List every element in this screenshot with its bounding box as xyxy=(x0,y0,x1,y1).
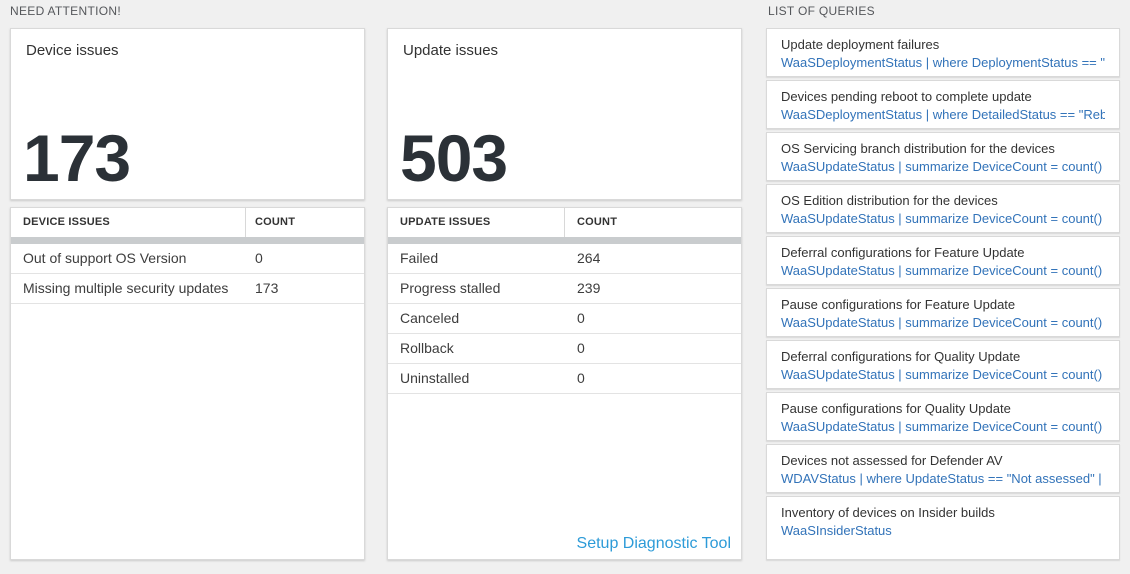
query-list-item[interactable]: Inventory of devices on Insider builds W… xyxy=(766,496,1120,560)
update-issues-title: Update issues xyxy=(403,42,499,59)
issue-count: 264 xyxy=(577,250,601,266)
device-issues-table-card: DEVICE ISSUES COUNT Out of support OS Ve… xyxy=(10,207,365,560)
issue-count: 0 xyxy=(255,250,263,266)
count-column-header: COUNT xyxy=(255,216,296,228)
query-list-item[interactable]: Devices not assessed for Defender AV WDA… xyxy=(766,444,1120,493)
issue-label: Progress stalled xyxy=(400,280,501,296)
table-row[interactable]: Out of support OS Version 0 xyxy=(11,244,364,274)
query-title: OS Servicing branch distribution for the… xyxy=(781,141,1055,156)
query-title: Update deployment failures xyxy=(781,37,940,52)
table-row[interactable]: Failed 264 xyxy=(388,244,741,274)
query-title: Pause configurations for Quality Update xyxy=(781,401,1011,416)
update-issues-table-body: Failed 264 Progress stalled 239 Canceled… xyxy=(388,244,741,394)
query-title: Devices not assessed for Defender AV xyxy=(781,453,1003,468)
query-code-link[interactable]: WaaSUpdateStatus | summarize DeviceCount… xyxy=(781,419,1105,434)
issue-label: Missing multiple security updates xyxy=(23,280,229,296)
device-issues-tile[interactable]: Device issues 173 xyxy=(10,28,365,200)
table-row[interactable]: Missing multiple security updates 173 xyxy=(11,274,364,304)
query-code-link[interactable]: WaaSUpdateStatus | summarize DeviceCount… xyxy=(781,263,1105,278)
table-header-divider-bar xyxy=(388,237,741,244)
issue-count: 0 xyxy=(577,340,585,356)
query-list-item[interactable]: Pause configurations for Quality Update … xyxy=(766,392,1120,441)
table-row[interactable]: Rollback 0 xyxy=(388,334,741,364)
query-title: OS Edition distribution for the devices xyxy=(781,193,998,208)
need-attention-section-label: NEED ATTENTION! xyxy=(10,4,121,18)
query-code-link[interactable]: WaaSUpdateStatus | summarize DeviceCount… xyxy=(781,159,1105,174)
query-title: Inventory of devices on Insider builds xyxy=(781,505,995,520)
update-issues-table-card: UPDATE ISSUES COUNT Failed 264 Progress … xyxy=(387,207,742,560)
issue-count: 0 xyxy=(577,370,585,386)
update-issues-count: 503 xyxy=(400,121,508,195)
update-issues-column-header: UPDATE ISSUES xyxy=(400,216,491,228)
update-issues-tile[interactable]: Update issues 503 xyxy=(387,28,742,200)
table-row[interactable]: Uninstalled 0 xyxy=(388,364,741,394)
device-issues-table-header: DEVICE ISSUES COUNT xyxy=(11,208,364,237)
query-list-item[interactable]: OS Edition distribution for the devices … xyxy=(766,184,1120,233)
query-list-item[interactable]: Deferral configurations for Quality Upda… xyxy=(766,340,1120,389)
query-title: Pause configurations for Feature Update xyxy=(781,297,1016,312)
query-code-link[interactable]: WaaSDeploymentStatus | where DeploymentS… xyxy=(781,55,1105,70)
issue-count: 239 xyxy=(577,280,601,296)
column-divider xyxy=(245,208,246,237)
issue-label: Failed xyxy=(400,250,439,266)
query-list-item[interactable]: Deferral configurations for Feature Upda… xyxy=(766,236,1120,285)
issue-label: Out of support OS Version xyxy=(23,250,187,266)
issue-count: 0 xyxy=(577,310,585,326)
device-issues-count: 173 xyxy=(23,121,131,195)
query-code-link[interactable]: WDAVStatus | where UpdateStatus == "Not … xyxy=(781,471,1105,486)
count-column-header: COUNT xyxy=(577,216,618,228)
query-title: Deferral configurations for Quality Upda… xyxy=(781,349,1021,364)
query-title: Deferral configurations for Feature Upda… xyxy=(781,245,1025,260)
query-list-item[interactable]: OS Servicing branch distribution for the… xyxy=(766,132,1120,181)
setup-diagnostic-tool-link[interactable]: Setup Diagnostic Tool xyxy=(576,535,731,552)
query-code-link[interactable]: WaaSDeploymentStatus | where DetailedSta… xyxy=(781,107,1105,122)
query-list: Update deployment failures WaaSDeploymen… xyxy=(766,28,1120,560)
list-of-queries-section-label: LIST OF QUERIES xyxy=(768,4,875,18)
device-issues-table-body: Out of support OS Version 0 Missing mult… xyxy=(11,244,364,304)
query-list-item[interactable]: Update deployment failures WaaSDeploymen… xyxy=(766,28,1120,77)
query-list-item[interactable]: Devices pending reboot to complete updat… xyxy=(766,80,1120,129)
issue-label: Rollback xyxy=(400,340,454,356)
table-row[interactable]: Canceled 0 xyxy=(388,304,741,334)
issue-label: Uninstalled xyxy=(400,370,470,386)
table-header-divider-bar xyxy=(11,237,364,244)
device-issues-title: Device issues xyxy=(26,42,119,59)
query-list-item[interactable]: Pause configurations for Feature Update … xyxy=(766,288,1120,337)
query-code-link[interactable]: WaaSUpdateStatus | summarize DeviceCount… xyxy=(781,367,1105,382)
query-code-link[interactable]: WaaSUpdateStatus | summarize DeviceCount… xyxy=(781,211,1105,226)
issue-count: 173 xyxy=(255,280,279,296)
column-divider xyxy=(564,208,565,237)
issue-label: Canceled xyxy=(400,310,460,326)
query-title: Devices pending reboot to complete updat… xyxy=(781,89,1032,104)
query-code-link[interactable]: WaaSInsiderStatus xyxy=(781,523,892,538)
update-issues-table-header: UPDATE ISSUES COUNT xyxy=(388,208,741,237)
query-code-link[interactable]: WaaSUpdateStatus | summarize DeviceCount… xyxy=(781,315,1105,330)
device-issues-column-header: DEVICE ISSUES xyxy=(23,216,110,228)
table-row[interactable]: Progress stalled 239 xyxy=(388,274,741,304)
